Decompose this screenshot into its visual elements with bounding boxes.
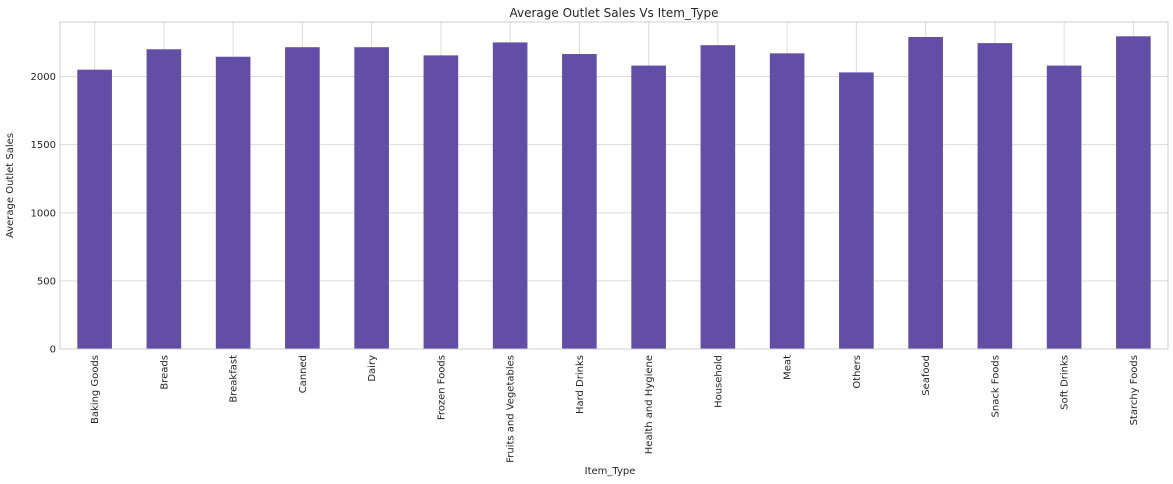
y-tick-label: 0 [50, 345, 56, 356]
y-tick-label: 1000 [31, 208, 56, 219]
bar [977, 43, 1013, 350]
y-tick-label: 500 [37, 276, 56, 287]
bar [562, 54, 597, 350]
bar [354, 47, 389, 350]
x-tick-label: Breakfast [229, 355, 240, 403]
x-tick-label: Health and Hygiene [644, 355, 655, 454]
bar [839, 72, 874, 349]
y-tick-label: 2000 [31, 72, 56, 83]
x-tick-label: Household [713, 355, 724, 408]
bar [1046, 65, 1082, 349]
bar [215, 56, 251, 350]
y-axis-ticks: 0 500 1000 1500 2000 [31, 72, 56, 356]
y-tick-label: 1500 [31, 140, 56, 151]
x-tick-label: Breads [159, 355, 170, 390]
x-tick-label: Canned [298, 355, 309, 393]
bar [423, 55, 459, 349]
x-axis-label: Item_Type [585, 466, 636, 477]
bar [769, 53, 805, 350]
x-tick-label: Seafood [921, 355, 932, 396]
bar [146, 49, 182, 349]
chart-title: Average Outlet Sales Vs Item_Type [510, 6, 719, 20]
bar [77, 69, 112, 349]
bar [285, 47, 320, 350]
x-tick-label: Baking Goods [90, 355, 101, 424]
plot-frame [59, 21, 1169, 350]
x-tick-label: Starchy Foods [1129, 355, 1140, 425]
bar [1116, 36, 1151, 350]
x-tick-label: Dairy [367, 355, 378, 382]
bar [631, 65, 666, 349]
bars [77, 36, 1151, 350]
x-tick-label: Soft Drinks [1060, 355, 1071, 410]
bar [908, 36, 943, 350]
y-axis-label: Average Outlet Sales [5, 133, 16, 238]
x-axis-ticks: Baking Goods Breads Breakfast Canned Dairy Fr… [90, 355, 1140, 463]
x-tick-label: Hard Drinks [575, 355, 586, 414]
bar [700, 45, 736, 349]
x-tick-label: Frozen Foods [436, 355, 447, 420]
x-tick-label: Meat [783, 355, 794, 380]
x-tick-label: Others [852, 355, 863, 389]
x-tick-label: Snack Foods [990, 355, 1001, 417]
bar [492, 42, 528, 349]
x-tick-label: Fruits and Vegetables [506, 355, 517, 463]
